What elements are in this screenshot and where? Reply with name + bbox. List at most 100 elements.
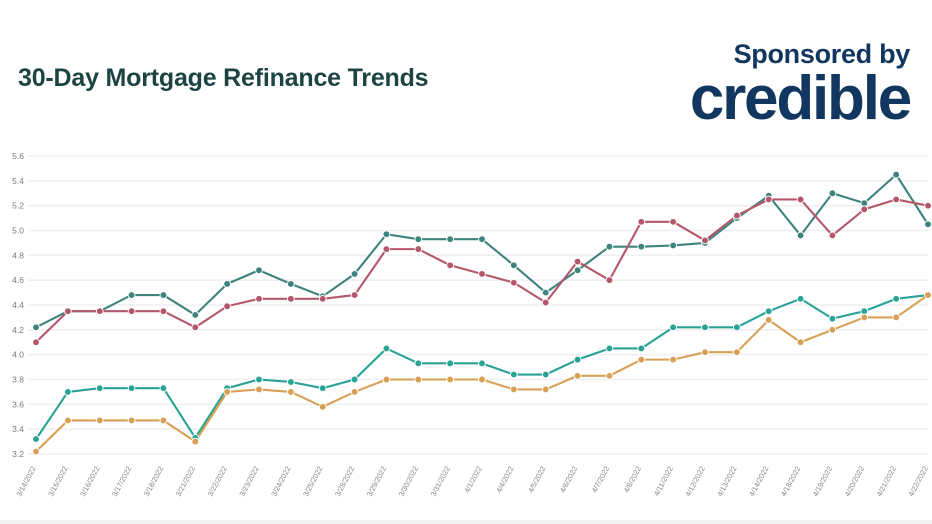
- x-axis-tick-label: 3/14/2022: [14, 465, 37, 498]
- x-axis-tick-label: 3/28/2022: [333, 465, 356, 498]
- data-point: [95, 416, 104, 425]
- x-axis-tick-label: 4/22/2022: [906, 465, 929, 498]
- sponsor-block: Sponsored by credible: [689, 39, 912, 134]
- data-point: [191, 311, 200, 319]
- y-axis-tick-label: 3.6: [12, 399, 24, 409]
- data-point: [382, 375, 391, 384]
- data-point: [924, 291, 932, 299]
- data-point: [478, 270, 486, 278]
- data-point: [318, 384, 327, 393]
- data-point: [637, 217, 646, 226]
- x-axis-tick-label: 3/23/2022: [237, 465, 260, 498]
- y-axis-ticks: 5.6 5.4 5.2 5.0 4.8 4.6 4.4 4.2 4.0 3.8 3.6 3.4 3.2: [12, 151, 24, 459]
- data-point: [223, 280, 231, 288]
- data-point: [446, 375, 454, 384]
- x-axis-tick-label: 4/7/2022: [590, 465, 611, 495]
- data-point: [159, 416, 168, 425]
- data-point: [733, 211, 741, 220]
- data-point: [573, 355, 582, 364]
- data-point: [605, 242, 614, 251]
- data-point: [892, 170, 900, 179]
- data-point: [764, 316, 773, 324]
- data-point: [637, 355, 646, 364]
- data-point: [95, 384, 104, 393]
- x-axis-tick-label: 4/14/2022: [747, 465, 770, 498]
- data-point: [127, 307, 136, 316]
- x-axis-tick-label: 4/18/2022: [779, 465, 802, 498]
- data-point: [191, 323, 200, 332]
- data-point: [541, 288, 550, 297]
- data-point: [637, 242, 646, 251]
- y-axis-tick-label: 4.0: [12, 350, 24, 360]
- data-point: [382, 245, 391, 253]
- data-point: [414, 375, 423, 384]
- data-point: [382, 230, 391, 239]
- data-point: [828, 231, 837, 240]
- data-point: [414, 359, 423, 368]
- sponsored-by-label: Sponsored by: [733, 39, 911, 69]
- x-axis-tick-label: 4/12/2022: [683, 465, 706, 498]
- y-axis-tick-label: 5.2: [12, 201, 24, 211]
- bottom-divider: [0, 520, 932, 524]
- data-point: [64, 388, 72, 396]
- data-point: [733, 348, 741, 357]
- x-axis-tick-label: 4/1/2022: [462, 465, 483, 495]
- page-title: 30-Day Mortgage Refinance Trends: [18, 64, 429, 92]
- data-point: [828, 189, 837, 198]
- data-point: [350, 291, 359, 299]
- y-axis-tick-label: 4.2: [12, 325, 24, 335]
- data-point: [32, 435, 40, 443]
- data-point: [287, 388, 295, 396]
- x-axis-tick-label: 3/16/2022: [78, 465, 101, 498]
- data-point: [892, 195, 900, 204]
- data-point: [510, 261, 518, 270]
- x-axis-tick-label: 3/22/2022: [206, 465, 229, 498]
- data-point: [605, 276, 614, 285]
- data-point: [255, 385, 263, 394]
- data-point: [637, 344, 646, 353]
- x-axis-tick-label: 4/20/2022: [843, 465, 866, 498]
- data-point: [924, 201, 932, 210]
- data-point: [95, 307, 104, 316]
- data-point: [414, 235, 423, 244]
- x-axis-tick-label: 3/31/2022: [429, 465, 452, 498]
- x-axis-tick-label: 3/29/2022: [365, 465, 388, 498]
- data-point: [127, 416, 136, 425]
- data-point: [382, 344, 391, 353]
- data-point: [64, 307, 72, 316]
- data-point: [510, 278, 518, 287]
- series-markers: [32, 170, 932, 456]
- x-axis-tick-label: 4/11/2022: [652, 465, 675, 498]
- y-axis-tick-label: 4.8: [12, 250, 24, 260]
- y-axis-tick-label: 4.4: [12, 300, 24, 310]
- data-point: [127, 291, 136, 299]
- data-point: [32, 447, 40, 456]
- data-point: [605, 344, 614, 353]
- data-point: [350, 388, 359, 396]
- data-point: [828, 325, 837, 334]
- data-point: [414, 245, 423, 253]
- data-point: [796, 231, 805, 240]
- data-point: [478, 235, 486, 244]
- data-point: [159, 307, 168, 316]
- data-point: [159, 291, 168, 299]
- data-point: [510, 385, 518, 394]
- data-point: [32, 338, 40, 347]
- data-point: [446, 359, 454, 368]
- data-point: [764, 307, 773, 316]
- credible-logo: credible: [689, 64, 912, 134]
- data-point: [318, 402, 327, 411]
- data-point: [796, 338, 805, 347]
- data-point: [669, 323, 677, 332]
- x-axis-ticks: 3/14/2022 3/15/2022 3/16/2022 3/17/2022 3/18…: [14, 465, 929, 498]
- data-point: [287, 378, 295, 386]
- data-point: [255, 294, 263, 303]
- x-axis-tick-label: 4/5/2022: [526, 465, 547, 495]
- data-point: [255, 266, 263, 275]
- data-point: [32, 323, 40, 332]
- data-point: [605, 371, 614, 380]
- y-axis-tick-label: 3.4: [12, 424, 24, 434]
- series-line-3: [34, 294, 930, 453]
- data-point: [159, 384, 168, 393]
- data-point: [701, 323, 709, 332]
